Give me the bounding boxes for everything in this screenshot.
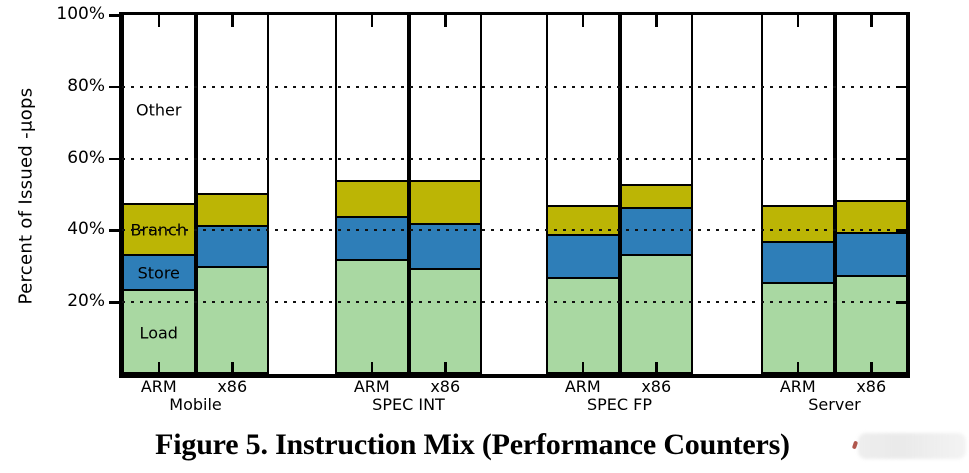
bottom-minor-tick-6 [796, 362, 800, 374]
top-minor-tick-7 [870, 15, 873, 27]
bar-segment-branch [408, 179, 482, 226]
bottom-minor-tick-4 [581, 362, 585, 374]
bar-segment-other [195, 13, 269, 195]
top-minor-tick-2 [370, 15, 374, 27]
group-label-spec-int: SPEC INT [372, 395, 445, 414]
bar-server-arm [761, 13, 835, 374]
xtick-label-server-x86: x86 [856, 377, 887, 396]
bar-segment-other [619, 13, 693, 186]
bar-segment-store [335, 215, 409, 261]
left-tick-100pct [109, 14, 122, 17]
top-minor-tick-6 [796, 15, 800, 27]
bar-segment-load [619, 253, 693, 374]
figure-caption: Figure 5. Instruction Mix (Performance C… [155, 428, 790, 461]
bar-segment-load [335, 258, 409, 374]
left-tick-40pct [109, 229, 122, 232]
bottom-minor-tick-5 [655, 362, 658, 374]
bar-segment-other [335, 13, 409, 182]
ytick-label-80pct: 80% [67, 75, 105, 96]
ytick-label-20pct: 20% [67, 291, 105, 312]
bar-mobile-arm: Load Store Branch Other [122, 13, 196, 374]
bar-spec-fp-x86 [619, 13, 693, 374]
bottom-minor-tick-1 [231, 362, 234, 374]
ytick-label-60pct: 60% [67, 147, 105, 168]
bar-segment-other [122, 13, 196, 206]
bar-segment-load [834, 275, 908, 374]
top-minor-tick-5 [655, 15, 658, 27]
bar-segment-branch [761, 205, 835, 243]
bar-spec-int-arm [335, 13, 409, 374]
xtick-label-mobile-arm: ARM [140, 377, 177, 396]
bar-segment-load [761, 282, 835, 374]
group-label-mobile: Mobile [169, 395, 222, 414]
gridline-60pct [122, 157, 908, 160]
bar-segment-store [761, 240, 835, 285]
bar-segment-store [834, 232, 908, 278]
bar-segment-load [546, 276, 620, 374]
bar-segment-other [408, 13, 482, 182]
bar-segment-load [408, 267, 482, 374]
gridline-40pct [122, 229, 908, 232]
gridline-80pct [122, 85, 908, 88]
group-label-server: Server [808, 395, 861, 414]
xtick-label-mobile-x86: x86 [217, 377, 248, 396]
bar-segment-other [761, 13, 835, 208]
xtick-label-spec-fp-arm: ARM [564, 377, 601, 396]
bottom-minor-tick-3 [444, 362, 447, 374]
left-tick-20pct [109, 301, 122, 304]
right-tick-80pct [896, 85, 908, 89]
xtick-label-spec-fp-x86: x86 [641, 377, 672, 396]
bar-mobile-x86 [195, 13, 269, 374]
bar-server-x86 [834, 13, 908, 374]
bar-spec-fp-arm [546, 13, 620, 374]
segment-label-load: Load [139, 323, 178, 343]
top-minor-tick-4 [581, 15, 585, 27]
segment-label-store: Store [137, 263, 180, 283]
xtick-label-server-arm: ARM [779, 377, 816, 396]
plot-area: Load Store Branch Other [119, 12, 910, 378]
right-tick-20pct [896, 301, 908, 304]
watermark-smudge [858, 433, 966, 459]
bottom-minor-tick-0 [157, 362, 161, 374]
segment-label-other: Other [136, 100, 182, 120]
xtick-label-spec-int-x86: x86 [430, 377, 461, 396]
bar-segment-other [834, 13, 908, 202]
bar-segment-load [195, 266, 269, 374]
left-tick-80pct [109, 85, 122, 89]
bar-segment-store [546, 233, 620, 279]
bottom-minor-tick-7 [870, 362, 873, 374]
gridline-20pct [122, 301, 908, 304]
top-minor-tick-1 [231, 15, 234, 27]
bar-segment-branch [195, 192, 269, 227]
ytick-label-40pct: 40% [67, 219, 105, 240]
ytick-label-100pct: 100% [56, 4, 105, 24]
xtick-label-spec-int-arm: ARM [353, 377, 390, 396]
bar-spec-int-x86 [408, 13, 482, 374]
bar-segment-branch [619, 183, 693, 209]
left-tick-60pct [109, 157, 122, 161]
bar-segment-branch [335, 179, 409, 218]
bar-segment-other [546, 13, 620, 208]
top-minor-tick-0 [157, 15, 161, 27]
right-tick-60pct [896, 157, 908, 161]
top-minor-tick-3 [444, 15, 447, 27]
bottom-minor-tick-2 [370, 362, 374, 374]
y-axis-title: Percent of Issued -µops [15, 87, 37, 305]
group-label-spec-fp: SPEC FP [586, 395, 653, 414]
right-tick-40pct [896, 229, 908, 232]
